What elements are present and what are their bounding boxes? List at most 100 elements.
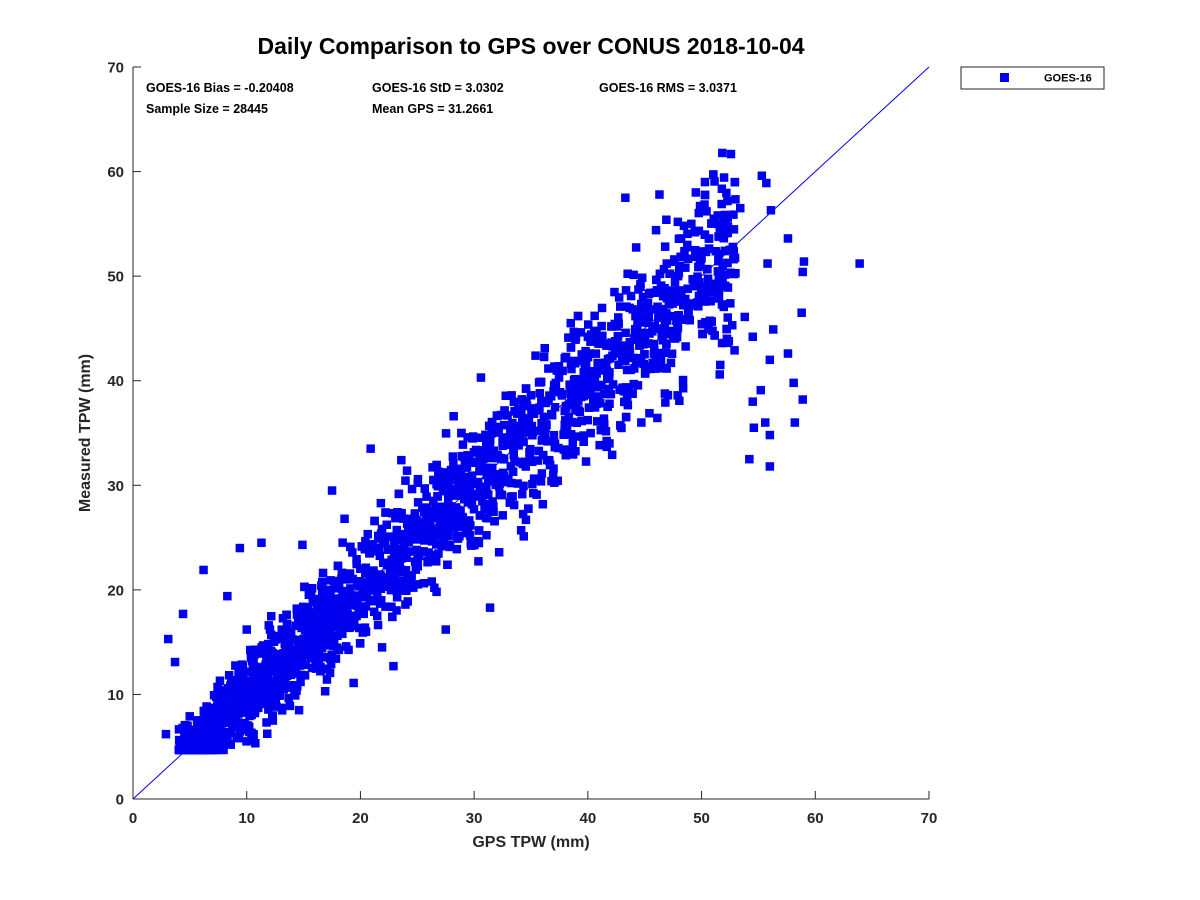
- scatter-point: [495, 479, 504, 488]
- scatter-point: [651, 225, 661, 235]
- scatter-point: [397, 586, 406, 595]
- scatter-point: [238, 661, 248, 671]
- scatter-point: [672, 294, 681, 303]
- scatter-point: [487, 428, 497, 438]
- scatter-point: [463, 498, 472, 507]
- scatter-point: [442, 485, 451, 494]
- scatter-point: [509, 450, 518, 460]
- scatter-point: [264, 682, 273, 691]
- scatter-point: [227, 690, 236, 700]
- scatter-point: [600, 419, 609, 429]
- scatter-point: [327, 650, 336, 659]
- scatter-point: [590, 373, 600, 382]
- scatter-point: [209, 691, 219, 700]
- scatter-point: [583, 352, 593, 362]
- scatter-point: [692, 301, 701, 310]
- scatter-point: [534, 446, 544, 456]
- scatter-point: [485, 505, 495, 515]
- scatter-point: [457, 428, 466, 438]
- scatter-point: [604, 384, 613, 394]
- scatter-point: [316, 666, 325, 676]
- scatter-point: [431, 513, 440, 522]
- scatter-point: [666, 358, 676, 368]
- scatter-point: [482, 464, 492, 473]
- scatter-point: [189, 730, 199, 739]
- scatter-point: [593, 358, 602, 368]
- scatter-point: [310, 594, 320, 604]
- scatter-point: [200, 714, 209, 723]
- scatter-point: [482, 483, 491, 492]
- scatter-point: [441, 429, 451, 438]
- scatter-point: [242, 737, 251, 746]
- scatter-point: [282, 683, 291, 692]
- scatter-point: [391, 577, 400, 586]
- scatter-point: [381, 508, 390, 517]
- scatter-point: [199, 722, 209, 731]
- scatter-point: [478, 462, 487, 471]
- scatter-point: [248, 657, 257, 666]
- scatter-point: [765, 430, 775, 440]
- scatter-point: [714, 249, 723, 258]
- scatter-point: [291, 621, 301, 630]
- scatter-point: [305, 647, 315, 656]
- scatter-point: [542, 455, 552, 465]
- scatter-point: [736, 203, 745, 213]
- scatter-point: [307, 653, 316, 663]
- scatter-point: [584, 403, 594, 412]
- scatter-point: [282, 635, 292, 644]
- scatter-point: [790, 418, 800, 427]
- scatter-point: [717, 199, 726, 209]
- scatter-point: [532, 490, 541, 499]
- scatter-point: [526, 391, 536, 400]
- scatter-point: [748, 397, 757, 406]
- scatter-point: [420, 484, 429, 493]
- scatter-point: [590, 327, 599, 336]
- scatter-point: [245, 727, 254, 737]
- scatter-point: [381, 602, 390, 611]
- scatter-point: [265, 701, 274, 711]
- scatter-point: [536, 377, 546, 387]
- scatter-point: [707, 219, 716, 228]
- scatter-point: [384, 580, 393, 590]
- scatter-point: [643, 298, 653, 307]
- scatter-point: [215, 676, 225, 685]
- scatter-point: [208, 708, 218, 717]
- scatter-point: [362, 591, 372, 600]
- scatter-point: [596, 398, 605, 408]
- scatter-point: [358, 628, 368, 637]
- scatter-point: [577, 416, 586, 426]
- scatter-point: [522, 401, 532, 411]
- scatter-point: [718, 276, 727, 285]
- scatter-point: [249, 675, 258, 684]
- scatter-point: [227, 675, 236, 685]
- scatter-point: [519, 481, 528, 491]
- scatter-point: [230, 695, 240, 704]
- scatter-point: [334, 645, 344, 655]
- scatter-point: [386, 545, 395, 554]
- scatter-point: [182, 724, 192, 734]
- scatter-point: [232, 722, 242, 732]
- scatter-point: [706, 297, 715, 306]
- scatter-point: [679, 221, 689, 231]
- scatter-point: [348, 548, 357, 557]
- scatter-point: [638, 292, 648, 302]
- scatter-point: [286, 628, 296, 637]
- scatter-point: [382, 520, 391, 529]
- scatter-point: [431, 508, 440, 518]
- scatter-point: [199, 706, 209, 716]
- scatter-point: [373, 611, 382, 621]
- scatter-point: [300, 635, 310, 645]
- scatter-point: [566, 384, 575, 393]
- scatter-point: [721, 229, 730, 238]
- scatter-point: [637, 299, 646, 309]
- scatter-point: [380, 573, 390, 582]
- scatter-point: [290, 666, 300, 676]
- scatter-point: [661, 398, 670, 407]
- scatter-point: [361, 563, 371, 572]
- scatter-point: [615, 385, 624, 394]
- scatter-point: [448, 452, 458, 461]
- y-tick-label: 60: [107, 164, 124, 181]
- scatter-point: [630, 334, 640, 343]
- scatter-point: [400, 529, 409, 539]
